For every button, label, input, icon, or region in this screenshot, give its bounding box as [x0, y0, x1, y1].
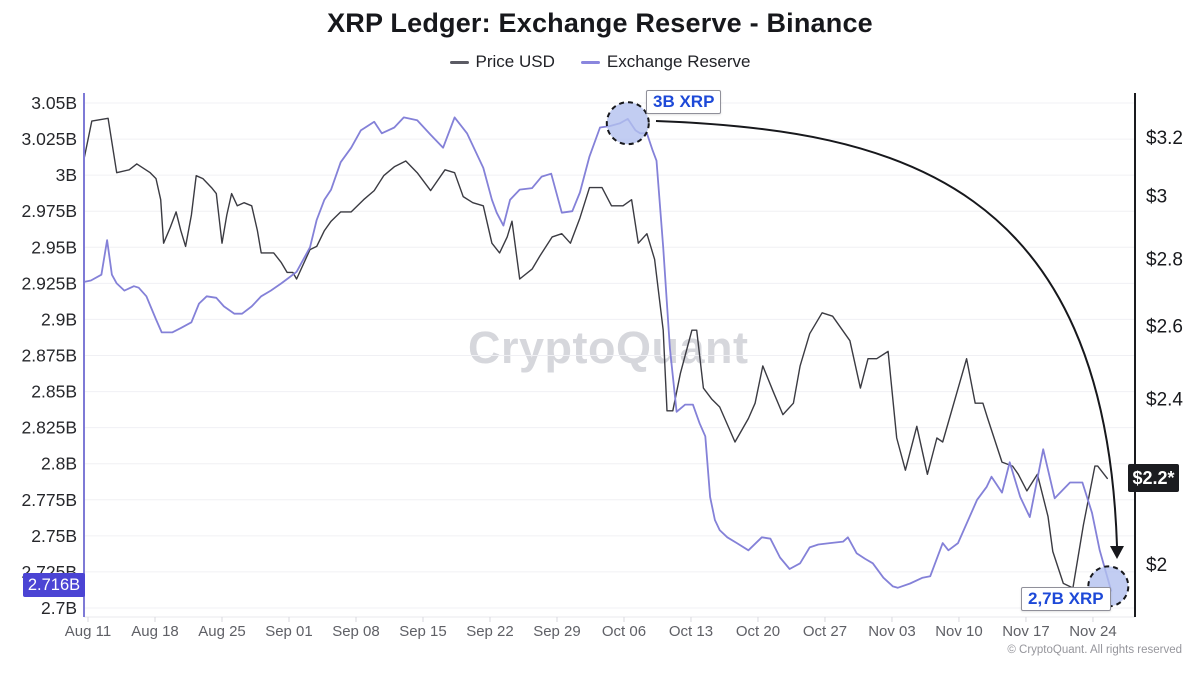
x-axis-tick-label: Nov 10 [935, 623, 983, 640]
x-axis-tick-label: Sep 22 [466, 623, 514, 640]
x-axis-tick-label: Sep 15 [399, 623, 447, 640]
right-axis-tick-label: $2.4 [1146, 389, 1183, 410]
x-axis-tick-label: Aug 11 [65, 623, 111, 640]
x-axis-tick-label: Nov 03 [868, 623, 916, 640]
left-axis-tick-label: 2.925B [22, 273, 77, 293]
left-axis-tick-label: 3B [56, 165, 77, 185]
right-axis-highlight-last-price: $2.2* [1128, 464, 1179, 492]
left-axis-tick-label: 2.85B [31, 382, 77, 402]
left-axis-tick-label: 2.975B [22, 201, 77, 221]
x-axis-tick-label: Oct 06 [602, 623, 646, 640]
exchange-reserve-line [83, 116, 1112, 592]
right-axis-tick-label: $3.2 [1146, 128, 1183, 149]
price-usd-legend-dash-icon [449, 60, 469, 64]
left-axis-tick-label: 2.875B [22, 345, 77, 365]
x-axis-tick-label: Sep 29 [533, 623, 581, 640]
x-axis-tick-label: Oct 13 [669, 623, 713, 640]
left-axis-tick-label: 2.7B [41, 598, 77, 618]
exchange-reserve-legend-dash-icon [580, 60, 600, 64]
left-axis-tick-label: 2.8B [41, 454, 77, 474]
right-axis-tick-label: $2.8 [1146, 249, 1183, 270]
legend-item-price-usd[interactable]: Price USD [449, 52, 555, 72]
left-axis-tick-label: 2.95B [31, 237, 77, 257]
left-axis-tick-label: 3.05B [31, 93, 77, 113]
left-axis-tick-label: 2.825B [22, 418, 77, 438]
legend-item-exchange-reserve[interactable]: Exchange Reserve [580, 52, 751, 72]
x-axis-tick-label: Nov 24 [1069, 623, 1117, 640]
chart-legend: Price USD Exchange Reserve [0, 52, 1200, 72]
legend-label-exchange-reserve: Exchange Reserve [606, 52, 751, 71]
page-title: XRP Ledger: Exchange Reserve - Binance [327, 8, 873, 38]
x-axis-tick-label: Aug 25 [198, 623, 246, 640]
copyright-text: © CryptoQuant. All rights reserved [1007, 644, 1182, 656]
trend-arrow [655, 120, 1118, 547]
left-axis-tick-label: 3.025B [22, 129, 77, 149]
right-axis-tick-label: $2 [1146, 555, 1167, 576]
left-axis-tick-label: 2.75B [31, 526, 77, 546]
x-axis-tick-label: Oct 20 [736, 623, 780, 640]
x-axis-tick-label: Nov 17 [1002, 623, 1050, 640]
trend-arrow-head-icon [1110, 546, 1124, 559]
annotation-3b-xrp-label: 3B XRP [646, 90, 722, 114]
annotation-27b-xrp-label: 2,7B XRP [1021, 587, 1111, 611]
x-axis-tick-label: Sep 01 [265, 623, 313, 640]
x-axis-tick-label: Sep 08 [332, 623, 380, 640]
right-axis-tick-label: $3 [1146, 187, 1167, 208]
x-axis-tick-label: Aug 18 [131, 623, 179, 640]
left-axis-highlight-last-reserve: 2.716B [23, 573, 85, 597]
x-axis-tick-label: Oct 27 [803, 623, 847, 640]
legend-label-price-usd: Price USD [475, 52, 555, 71]
callout-circle [605, 101, 650, 146]
price-usd-line [83, 117, 1109, 589]
left-axis-tick-label: 2.9B [41, 309, 77, 329]
right-axis-tick-label: $2.6 [1146, 317, 1183, 338]
left-axis-tick-label: 2.775B [22, 490, 77, 510]
